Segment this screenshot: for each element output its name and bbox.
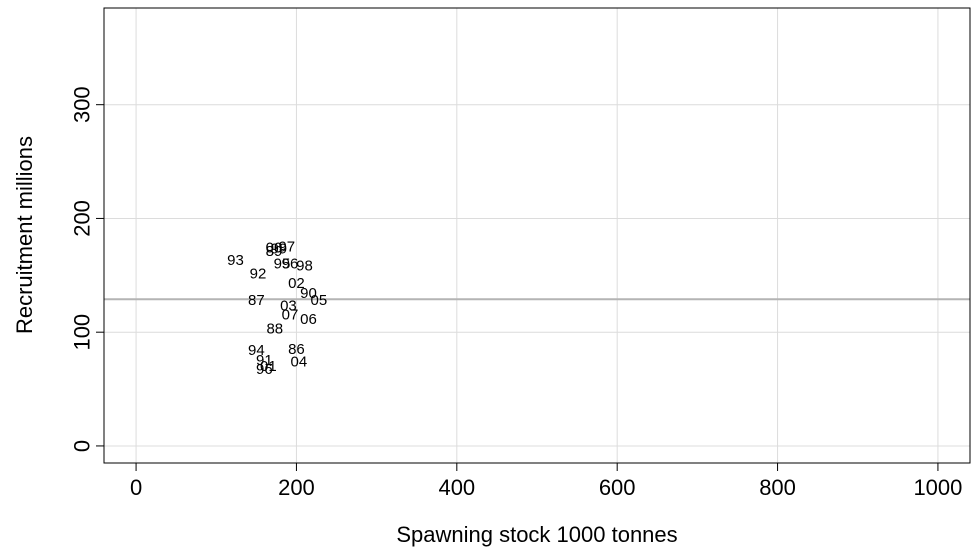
data-point-label: 99	[270, 241, 287, 258]
data-point-label: 97	[278, 238, 295, 255]
data-point-label: 91	[256, 352, 273, 369]
y-tick-label: 300	[70, 86, 95, 123]
x-tick-label: 200	[278, 475, 315, 500]
x-tick-label: 400	[438, 475, 475, 500]
y-tick-label: 0	[70, 440, 95, 452]
x-tick-label: 600	[599, 475, 636, 500]
grid-lines	[104, 8, 970, 463]
y-axis-title: Recruitment millions	[12, 136, 37, 334]
y-tick-label: 200	[70, 200, 95, 237]
data-point-label: 87	[248, 292, 265, 309]
x-axis-title: Spawning stock 1000 tonnes	[396, 522, 677, 547]
data-point-label: 90	[300, 285, 317, 302]
y-axis: 0 100 200 300	[70, 86, 104, 452]
plot-area	[104, 8, 970, 463]
x-tick-label: 800	[759, 475, 796, 500]
data-point-label: 95	[274, 255, 291, 272]
data-point-label: 06	[300, 311, 317, 328]
data-point-label: 01	[260, 358, 277, 375]
data-point-label: 96	[256, 361, 273, 378]
data-point-label: 03	[280, 298, 297, 315]
data-point-label: 05	[311, 292, 328, 309]
data-point-label: 94	[248, 342, 265, 359]
data-point-label: 96	[282, 255, 299, 272]
data-point-label: 07	[282, 307, 299, 324]
plot-frame	[103, 7, 971, 464]
data-point-label: 89	[266, 243, 283, 260]
x-axis: 0 200 400 600 800 1000	[130, 463, 962, 500]
x-tick-label: 0	[130, 475, 142, 500]
data-point-label: 93	[227, 252, 244, 269]
x-tick-label: 1000	[913, 475, 962, 500]
y-tick-label: 100	[70, 314, 95, 351]
data-point-label: 92	[250, 266, 267, 283]
data-point-label: 00	[266, 240, 283, 257]
data-point-label: 86	[288, 341, 305, 358]
data-point-label: 88	[266, 320, 283, 337]
data-point-label: 02	[288, 275, 305, 292]
data-point-label: 98	[296, 258, 313, 275]
data-point-label: 04	[291, 353, 308, 370]
